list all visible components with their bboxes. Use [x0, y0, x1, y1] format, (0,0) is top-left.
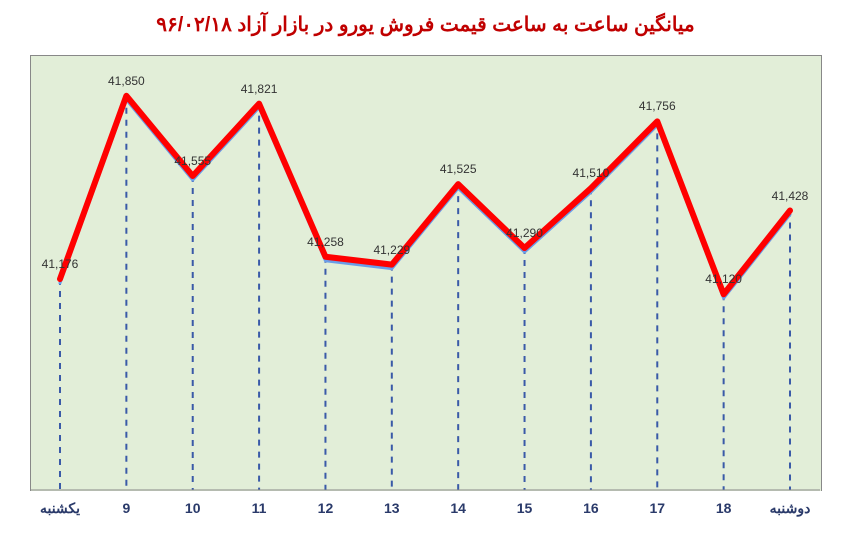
x-axis-label: 18 [716, 500, 732, 516]
x-axis-label: 9 [122, 500, 130, 516]
data-label: 41,290 [506, 226, 543, 244]
x-axis-label: 12 [318, 500, 334, 516]
x-axis-label: 17 [649, 500, 665, 516]
x-axis-label: یکشنبه [40, 500, 80, 517]
primary-line [60, 96, 790, 294]
data-label: 41,229 [373, 243, 410, 261]
x-axis-label: 10 [185, 500, 201, 516]
chart-container: میانگین ساعت به ساعت قیمت فروش یورو در ب… [0, 0, 851, 543]
data-label: 41,821 [241, 82, 278, 100]
x-axis-label: 13 [384, 500, 400, 516]
data-label: 41,850 [108, 74, 145, 92]
x-axis-label: 16 [583, 500, 599, 516]
data-label: 41,525 [440, 162, 477, 180]
data-label: 41,258 [307, 235, 344, 253]
data-label: 41,176 [42, 257, 79, 275]
x-axis-label: 15 [517, 500, 533, 516]
data-label: 41,428 [772, 189, 809, 207]
x-axis-label: 14 [450, 500, 466, 516]
data-label: 41,510 [573, 166, 610, 184]
secondary-line [60, 100, 790, 298]
data-label: 41,120 [705, 272, 742, 290]
x-axis-label: 11 [252, 500, 267, 516]
data-label: 41,756 [639, 99, 676, 117]
data-label: 41,555 [174, 154, 211, 172]
x-axis-label: دوشنبه [770, 500, 811, 517]
